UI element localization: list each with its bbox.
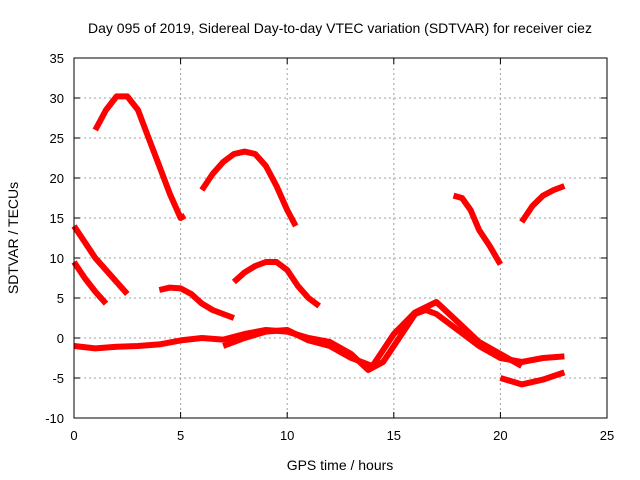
series-line-arc-6 <box>231 259 321 309</box>
series-line-arc-4 <box>71 260 109 306</box>
x-tick-label: 20 <box>493 428 507 443</box>
ticks: 0 5 10 15 20 25 -10 -5 0 5 10 15 20 25 30 35 <box>45 51 614 443</box>
y-tick-label: 25 <box>50 131 64 146</box>
y-tick-label: -5 <box>52 371 64 386</box>
x-tick-label: 0 <box>70 428 77 443</box>
y-tick-label: 15 <box>50 211 64 226</box>
series-line-arc-8 <box>519 183 566 224</box>
y-tick-label: 0 <box>57 331 64 346</box>
y-tick-label: 30 <box>50 91 64 106</box>
series-line-arc-1 <box>92 93 187 221</box>
plot-frame <box>73 57 608 419</box>
chart-title: Day 095 of 2019, Sidereal Day-to-day VTE… <box>88 20 592 36</box>
x-tick-label: 25 <box>600 428 614 443</box>
series-line-arc-7 <box>452 192 503 266</box>
x-axis-label: GPS time / hours <box>287 457 394 473</box>
x-tick-label: 10 <box>280 428 294 443</box>
series-line-baseline-b <box>222 299 524 369</box>
y-tick-label: 10 <box>50 251 64 266</box>
y-tick-label: 5 <box>57 291 64 306</box>
grid <box>74 58 607 418</box>
x-tick-label: 5 <box>177 428 184 443</box>
series-line-arc-2 <box>199 148 299 228</box>
series-layer <box>71 93 566 388</box>
series-line-baseline-a <box>73 307 565 373</box>
series-line-arc-3 <box>71 224 130 296</box>
series-line-arc-9 <box>499 369 566 388</box>
series-line-arc-5 <box>158 284 235 321</box>
y-tick-label: 20 <box>50 171 64 186</box>
y-axis-label: SDTVAR / TECUs <box>5 182 21 294</box>
y-tick-label: 35 <box>50 51 64 66</box>
y-tick-label: -10 <box>45 411 64 426</box>
x-tick-label: 15 <box>387 428 401 443</box>
